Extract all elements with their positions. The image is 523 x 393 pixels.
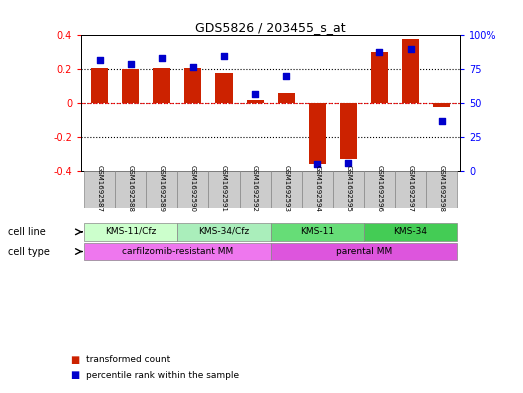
Text: GSM1692587: GSM1692587 bbox=[97, 165, 103, 212]
Bar bbox=[433, 103, 450, 107]
Text: percentile rank within the sample: percentile rank within the sample bbox=[86, 371, 240, 380]
Bar bbox=[364, 223, 457, 241]
Text: GSM1692592: GSM1692592 bbox=[252, 165, 258, 212]
Bar bbox=[426, 171, 457, 208]
Text: GSM1692594: GSM1692594 bbox=[314, 165, 320, 212]
Text: GSM1692598: GSM1692598 bbox=[439, 165, 445, 212]
Text: GSM1692596: GSM1692596 bbox=[377, 165, 382, 212]
Bar bbox=[115, 171, 146, 208]
Text: GSM1692589: GSM1692589 bbox=[159, 165, 165, 212]
Point bbox=[406, 46, 415, 52]
Text: KMS-34: KMS-34 bbox=[393, 227, 427, 236]
Text: parental MM: parental MM bbox=[336, 247, 392, 255]
Text: cell type: cell type bbox=[8, 246, 50, 257]
Bar bbox=[333, 171, 364, 208]
Bar bbox=[177, 171, 209, 208]
Text: GSM1692593: GSM1692593 bbox=[283, 165, 289, 212]
Text: GSM1692590: GSM1692590 bbox=[190, 165, 196, 212]
Bar bbox=[364, 171, 395, 208]
Text: KMS-11/Cfz: KMS-11/Cfz bbox=[105, 227, 156, 236]
Point bbox=[282, 73, 290, 79]
Bar bbox=[240, 171, 271, 208]
Point bbox=[251, 90, 259, 97]
Point bbox=[220, 53, 228, 59]
Text: ■: ■ bbox=[71, 370, 80, 380]
Bar bbox=[84, 171, 115, 208]
Text: KMS-34/Cfz: KMS-34/Cfz bbox=[198, 227, 249, 236]
Bar bbox=[371, 52, 388, 103]
Text: transformed count: transformed count bbox=[86, 355, 170, 364]
Bar bbox=[302, 171, 333, 208]
Bar bbox=[215, 73, 233, 103]
Text: GSM1692595: GSM1692595 bbox=[345, 165, 351, 212]
Bar bbox=[271, 171, 302, 208]
Bar bbox=[84, 223, 177, 241]
Title: GDS5826 / 203455_s_at: GDS5826 / 203455_s_at bbox=[195, 21, 346, 34]
Text: carfilzomib-resistant MM: carfilzomib-resistant MM bbox=[122, 247, 233, 255]
Bar bbox=[395, 171, 426, 208]
Point bbox=[158, 55, 166, 62]
Bar bbox=[84, 242, 271, 260]
Bar bbox=[177, 223, 271, 241]
Text: ■: ■ bbox=[71, 354, 80, 365]
Point bbox=[189, 63, 197, 70]
Bar bbox=[340, 103, 357, 159]
Bar bbox=[246, 100, 264, 103]
Point bbox=[344, 160, 353, 166]
Bar bbox=[153, 68, 170, 103]
Bar bbox=[309, 103, 326, 164]
Bar bbox=[91, 68, 108, 103]
Bar bbox=[122, 69, 139, 103]
Point bbox=[313, 161, 322, 167]
Bar bbox=[278, 93, 295, 103]
Bar bbox=[146, 171, 177, 208]
Text: KMS-11: KMS-11 bbox=[300, 227, 334, 236]
Point bbox=[96, 57, 104, 63]
Point bbox=[127, 61, 135, 67]
Text: GSM1692588: GSM1692588 bbox=[128, 165, 134, 212]
Text: cell line: cell line bbox=[8, 227, 46, 237]
Bar bbox=[402, 39, 419, 103]
Point bbox=[375, 48, 383, 55]
Text: GSM1692591: GSM1692591 bbox=[221, 165, 227, 212]
Bar bbox=[271, 242, 457, 260]
Bar bbox=[185, 68, 201, 103]
Point bbox=[437, 118, 446, 124]
Bar bbox=[271, 223, 364, 241]
Bar bbox=[209, 171, 240, 208]
Text: GSM1692597: GSM1692597 bbox=[407, 165, 414, 212]
